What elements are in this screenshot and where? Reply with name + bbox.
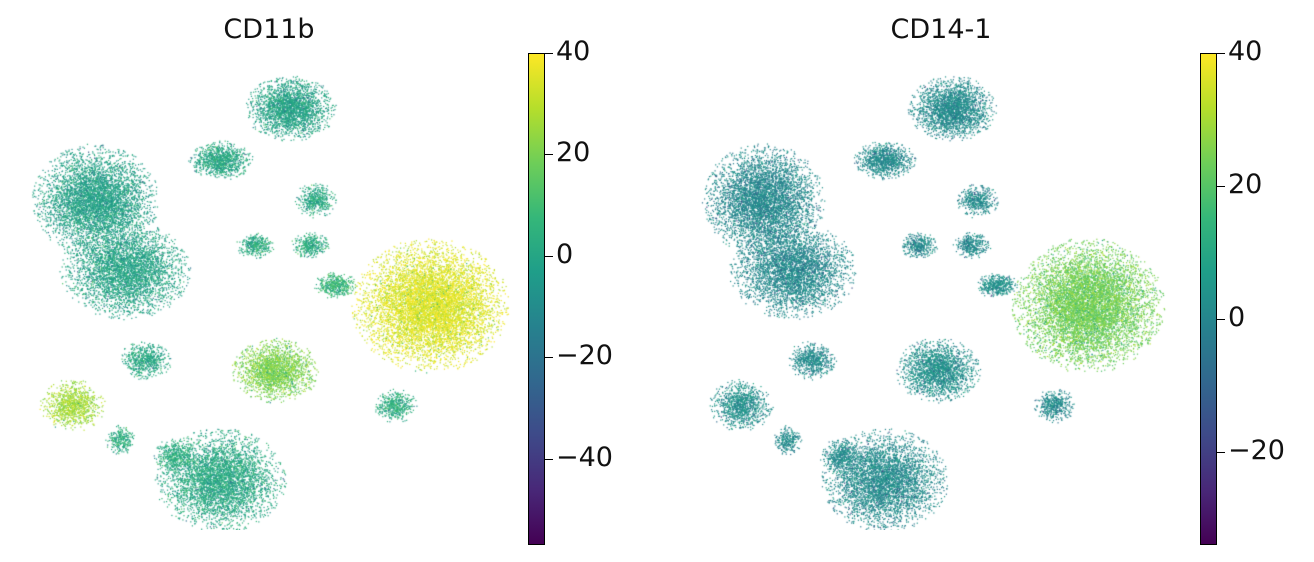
umap-panel-cd11b: CD11b 40 20 0 −20 −40	[223, 14, 613, 545]
umap-scatter-cd14-1	[700, 60, 1180, 530]
umap-scatter-cd11b	[30, 60, 520, 530]
colorbar-tick	[1217, 452, 1225, 453]
chart-title: CD14-1	[890, 14, 992, 45]
colorbar-tick-label: 40	[1228, 36, 1263, 67]
colorbar-tick-label: 20	[1228, 169, 1263, 200]
colorbar-tick	[1217, 53, 1225, 54]
colorbar-tick	[545, 256, 553, 257]
colorbar-tick	[545, 154, 553, 155]
colorbar-tick-label: −20	[556, 340, 613, 371]
colorbar-tick-label: 40	[556, 36, 591, 67]
colorbar	[1200, 53, 1217, 545]
colorbar-tick-label: −40	[556, 442, 613, 473]
colorbar	[528, 53, 545, 545]
colorbar-tick	[545, 53, 553, 54]
colorbar-tick	[545, 459, 553, 460]
colorbar-tick-label: −20	[1228, 435, 1285, 466]
umap-panel-cd14-1: CD14-1 40 20 0 −20	[657, 0, 1314, 562]
colorbar-tick-label: 0	[1228, 302, 1246, 333]
chart-title: CD11b	[223, 14, 315, 45]
colorbar-tick	[1217, 186, 1225, 187]
colorbar-tick	[545, 357, 553, 358]
colorbar-tick-label: 20	[556, 137, 591, 168]
colorbar-tick-label: 0	[556, 239, 574, 270]
colorbar-tick	[1217, 319, 1225, 320]
